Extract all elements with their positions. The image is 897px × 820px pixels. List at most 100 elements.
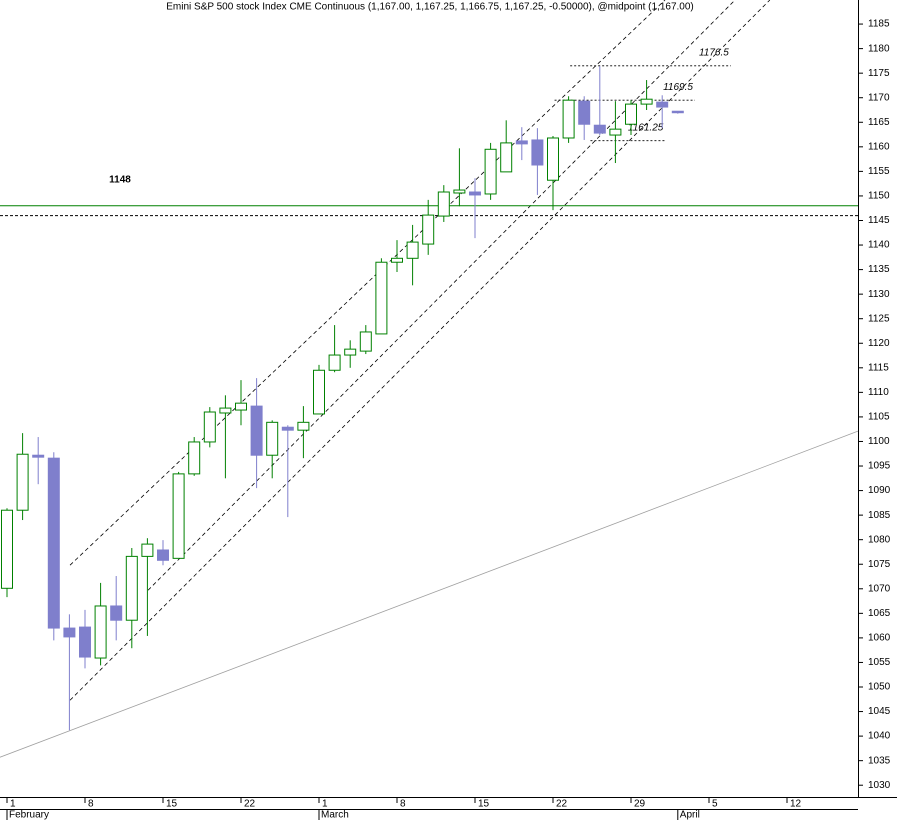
candle-body: [16, 453, 29, 511]
candle-body: [125, 555, 138, 621]
candle-body: [484, 148, 497, 195]
candle-body: [547, 137, 559, 181]
x-tick-label: 8: [88, 799, 94, 810]
y-tick-label: 1140: [868, 240, 890, 251]
y-tick-label: 1135: [868, 264, 890, 275]
x-tick-label: 1: [322, 799, 328, 810]
trendline: [69, 0, 666, 566]
x-tick-label: 22: [244, 799, 256, 810]
y-tick-label: 1180: [868, 43, 890, 54]
y-tick-label: 1030: [868, 780, 891, 791]
candle-body: [219, 407, 232, 414]
y-tick-label: 1185: [868, 19, 890, 30]
x-tick-label: 15: [478, 799, 490, 810]
month-label: April: [680, 810, 700, 820]
trendline: [147, 0, 736, 591]
y-tick-label: 1060: [868, 633, 891, 644]
candle-body: [281, 426, 294, 431]
x-tick-label: 15: [166, 799, 178, 810]
candle-body: [406, 241, 419, 259]
candle-body: [63, 627, 76, 638]
candle-body: [375, 261, 388, 335]
candle-body: [359, 331, 372, 352]
y-tick-label: 1090: [868, 485, 891, 496]
y-tick-label: 1080: [868, 534, 891, 545]
candle-body: [110, 605, 123, 621]
y-tick-label: 1045: [868, 706, 891, 717]
y-tick-label: 1170: [868, 92, 890, 103]
candle-body: [266, 421, 279, 456]
y-tick-label: 1130: [868, 289, 890, 300]
candle-body: [531, 139, 544, 166]
month-label: February: [9, 810, 49, 820]
y-tick-label: 1155: [868, 166, 890, 177]
level-label: 1161.25: [628, 122, 664, 133]
level-label: 1176.5: [699, 47, 729, 58]
candle-body: [344, 348, 357, 356]
y-tick-label: 1035: [868, 755, 891, 766]
candle-body: [593, 124, 606, 134]
candle-body: [625, 103, 637, 125]
candle-body: [141, 543, 154, 557]
y-tick-label: 1095: [868, 461, 891, 472]
candle-body: [500, 142, 513, 173]
y-tick-label: 1105: [868, 412, 890, 423]
candle-body: [391, 257, 403, 263]
month-label: March: [321, 810, 349, 820]
candle-body: [515, 140, 528, 145]
candle-body: [609, 128, 622, 136]
candle-body: [437, 191, 450, 217]
candle-body: [640, 98, 653, 105]
y-tick-label: 1120: [868, 338, 890, 349]
candle-body: [578, 100, 591, 125]
candle-body: [32, 454, 45, 458]
level-label: 1169.5: [663, 82, 693, 93]
y-tick-label: 1050: [868, 682, 891, 693]
candle-body: [422, 214, 435, 245]
y-tick-label: 1065: [868, 608, 891, 619]
candle-body: [188, 441, 201, 475]
candle-body: [79, 626, 91, 658]
x-tick-label: 29: [634, 799, 646, 810]
y-tick-label: 1145: [868, 215, 890, 226]
candle-body: [671, 110, 684, 114]
trendline: [0, 430, 859, 758]
y-tick-label: 1070: [868, 583, 891, 594]
candle-body: [235, 402, 247, 411]
y-tick-label: 1085: [868, 510, 891, 521]
y-tick-label: 1125: [868, 313, 890, 324]
candle-body: [94, 605, 107, 659]
y-tick-label: 1075: [868, 559, 891, 570]
x-tick-label: 1: [10, 799, 16, 810]
candle-body: [250, 405, 263, 456]
candle-body: [453, 189, 466, 194]
candle-body: [157, 549, 169, 561]
x-tick-label: 22: [556, 799, 568, 810]
y-tick-label: 1150: [868, 191, 890, 202]
y-tick-label: 1100: [868, 436, 890, 447]
candle-body: [297, 421, 310, 431]
chart-title: Emini S&P 500 stock Index CME Continuous…: [166, 2, 694, 13]
y-tick-label: 1160: [868, 141, 890, 152]
candle-body: [469, 191, 481, 196]
x-tick-label: 12: [790, 799, 802, 810]
y-tick-label: 1055: [868, 657, 891, 668]
y-tick-label: 1175: [868, 68, 890, 79]
candle-body: [328, 354, 341, 371]
y-tick-label: 1040: [868, 731, 891, 742]
candle-body: [47, 457, 60, 629]
y-tick-label: 1110: [868, 387, 889, 398]
candle-body: [172, 473, 185, 559]
y-tick-label: 1115: [868, 362, 889, 373]
candle-body: [203, 411, 216, 443]
candle-body: [562, 99, 575, 139]
x-tick-label: 5: [712, 799, 718, 810]
x-tick-label: 8: [400, 799, 406, 810]
candle-body: [1, 509, 13, 589]
candle-body: [313, 369, 325, 415]
annotation: 1148: [109, 175, 131, 186]
y-tick-label: 1165: [868, 117, 890, 128]
candle-body: [656, 101, 669, 108]
